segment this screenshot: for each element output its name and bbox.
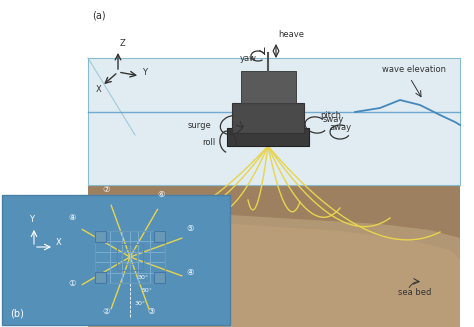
Polygon shape <box>88 185 460 327</box>
Text: wave elevation: wave elevation <box>382 65 446 74</box>
Text: ⑤: ⑤ <box>186 224 193 233</box>
Bar <box>227 128 309 146</box>
Text: ②: ② <box>103 307 110 316</box>
Text: Y: Y <box>142 68 147 77</box>
Text: X: X <box>56 238 62 247</box>
Text: yaw: yaw <box>240 54 257 63</box>
Bar <box>117 244 143 270</box>
Text: Y: Y <box>29 215 34 224</box>
Text: (a): (a) <box>92 10 106 20</box>
Bar <box>2 195 230 325</box>
Text: ④: ④ <box>186 268 193 277</box>
Text: away: away <box>330 123 352 132</box>
Polygon shape <box>88 58 460 185</box>
Polygon shape <box>88 210 460 327</box>
Bar <box>95 272 106 283</box>
Text: roll: roll <box>202 138 215 147</box>
Text: 30°: 30° <box>135 301 146 306</box>
Text: heave: heave <box>278 30 304 39</box>
Text: Z: Z <box>120 39 126 48</box>
Text: ⑧: ⑧ <box>69 214 76 222</box>
Bar <box>95 231 106 242</box>
Text: (b): (b) <box>10 309 24 319</box>
Bar <box>154 231 165 242</box>
Text: 50°: 50° <box>142 288 153 293</box>
Text: sway: sway <box>323 115 345 124</box>
Polygon shape <box>88 200 460 327</box>
Bar <box>95 231 165 283</box>
Text: pitch: pitch <box>320 111 341 120</box>
Text: X: X <box>96 85 102 94</box>
Text: ⑦: ⑦ <box>103 185 110 194</box>
Text: ①: ① <box>69 279 76 287</box>
Text: ③: ③ <box>147 307 155 316</box>
Text: sea bed: sea bed <box>398 288 431 297</box>
Text: ⑥: ⑥ <box>157 190 165 199</box>
Text: surge: surge <box>188 121 212 130</box>
Bar <box>232 103 304 133</box>
Bar <box>154 272 165 283</box>
Bar <box>241 71 296 103</box>
Text: 30°: 30° <box>138 275 149 280</box>
